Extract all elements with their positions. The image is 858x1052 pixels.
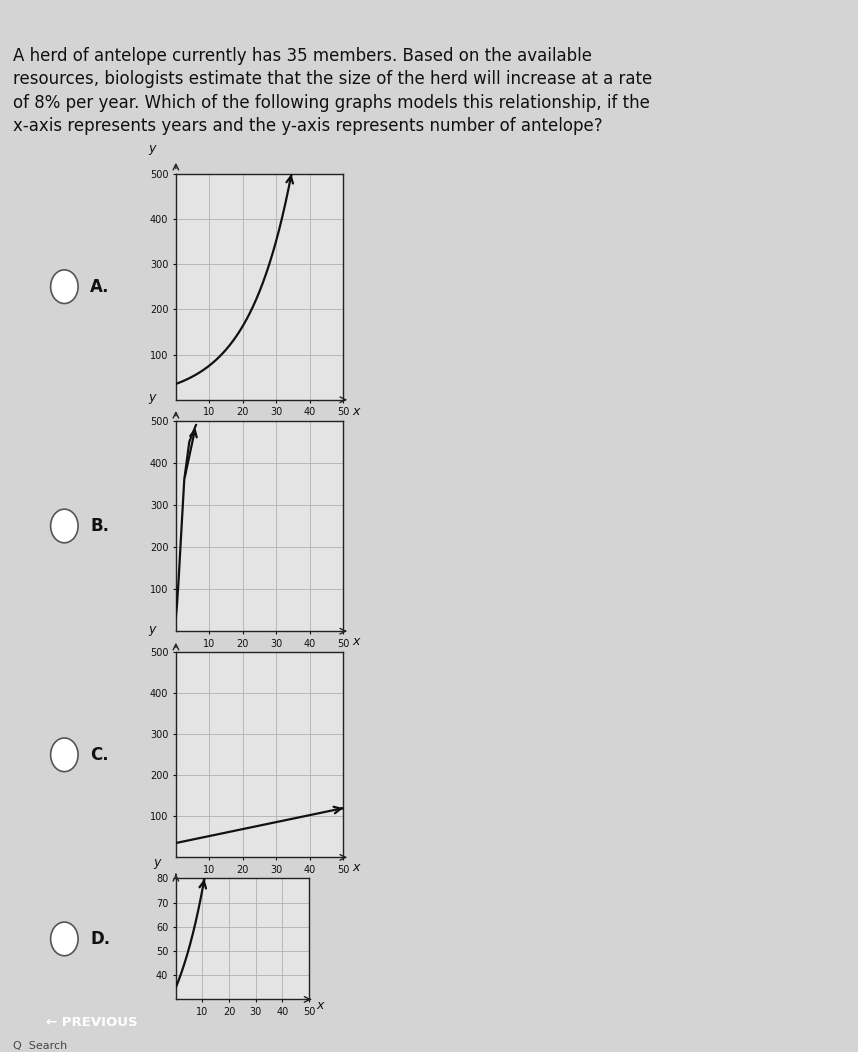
Text: x-axis represents years and the y-axis represents number of antelope?: x-axis represents years and the y-axis r… xyxy=(13,117,602,135)
Text: y: y xyxy=(148,142,156,156)
Text: x: x xyxy=(317,999,323,1012)
Text: x: x xyxy=(353,405,360,418)
Text: C.: C. xyxy=(90,746,109,764)
Text: y: y xyxy=(154,855,161,869)
Text: of 8% per year. Which of the following graphs models this relationship, if the: of 8% per year. Which of the following g… xyxy=(13,94,650,112)
Text: y: y xyxy=(148,391,156,404)
Text: A.: A. xyxy=(90,278,110,296)
Text: Q  Search: Q Search xyxy=(13,1040,67,1051)
Text: x: x xyxy=(353,635,360,648)
Text: resources, biologists estimate that the size of the herd will increase at a rate: resources, biologists estimate that the … xyxy=(13,70,652,88)
Text: x: x xyxy=(353,862,360,874)
Text: y: y xyxy=(148,623,156,635)
Text: ← PREVIOUS: ← PREVIOUS xyxy=(46,1016,138,1029)
Text: A herd of antelope currently has 35 members. Based on the available: A herd of antelope currently has 35 memb… xyxy=(13,47,592,65)
Text: D.: D. xyxy=(90,930,110,948)
Text: B.: B. xyxy=(90,517,109,535)
